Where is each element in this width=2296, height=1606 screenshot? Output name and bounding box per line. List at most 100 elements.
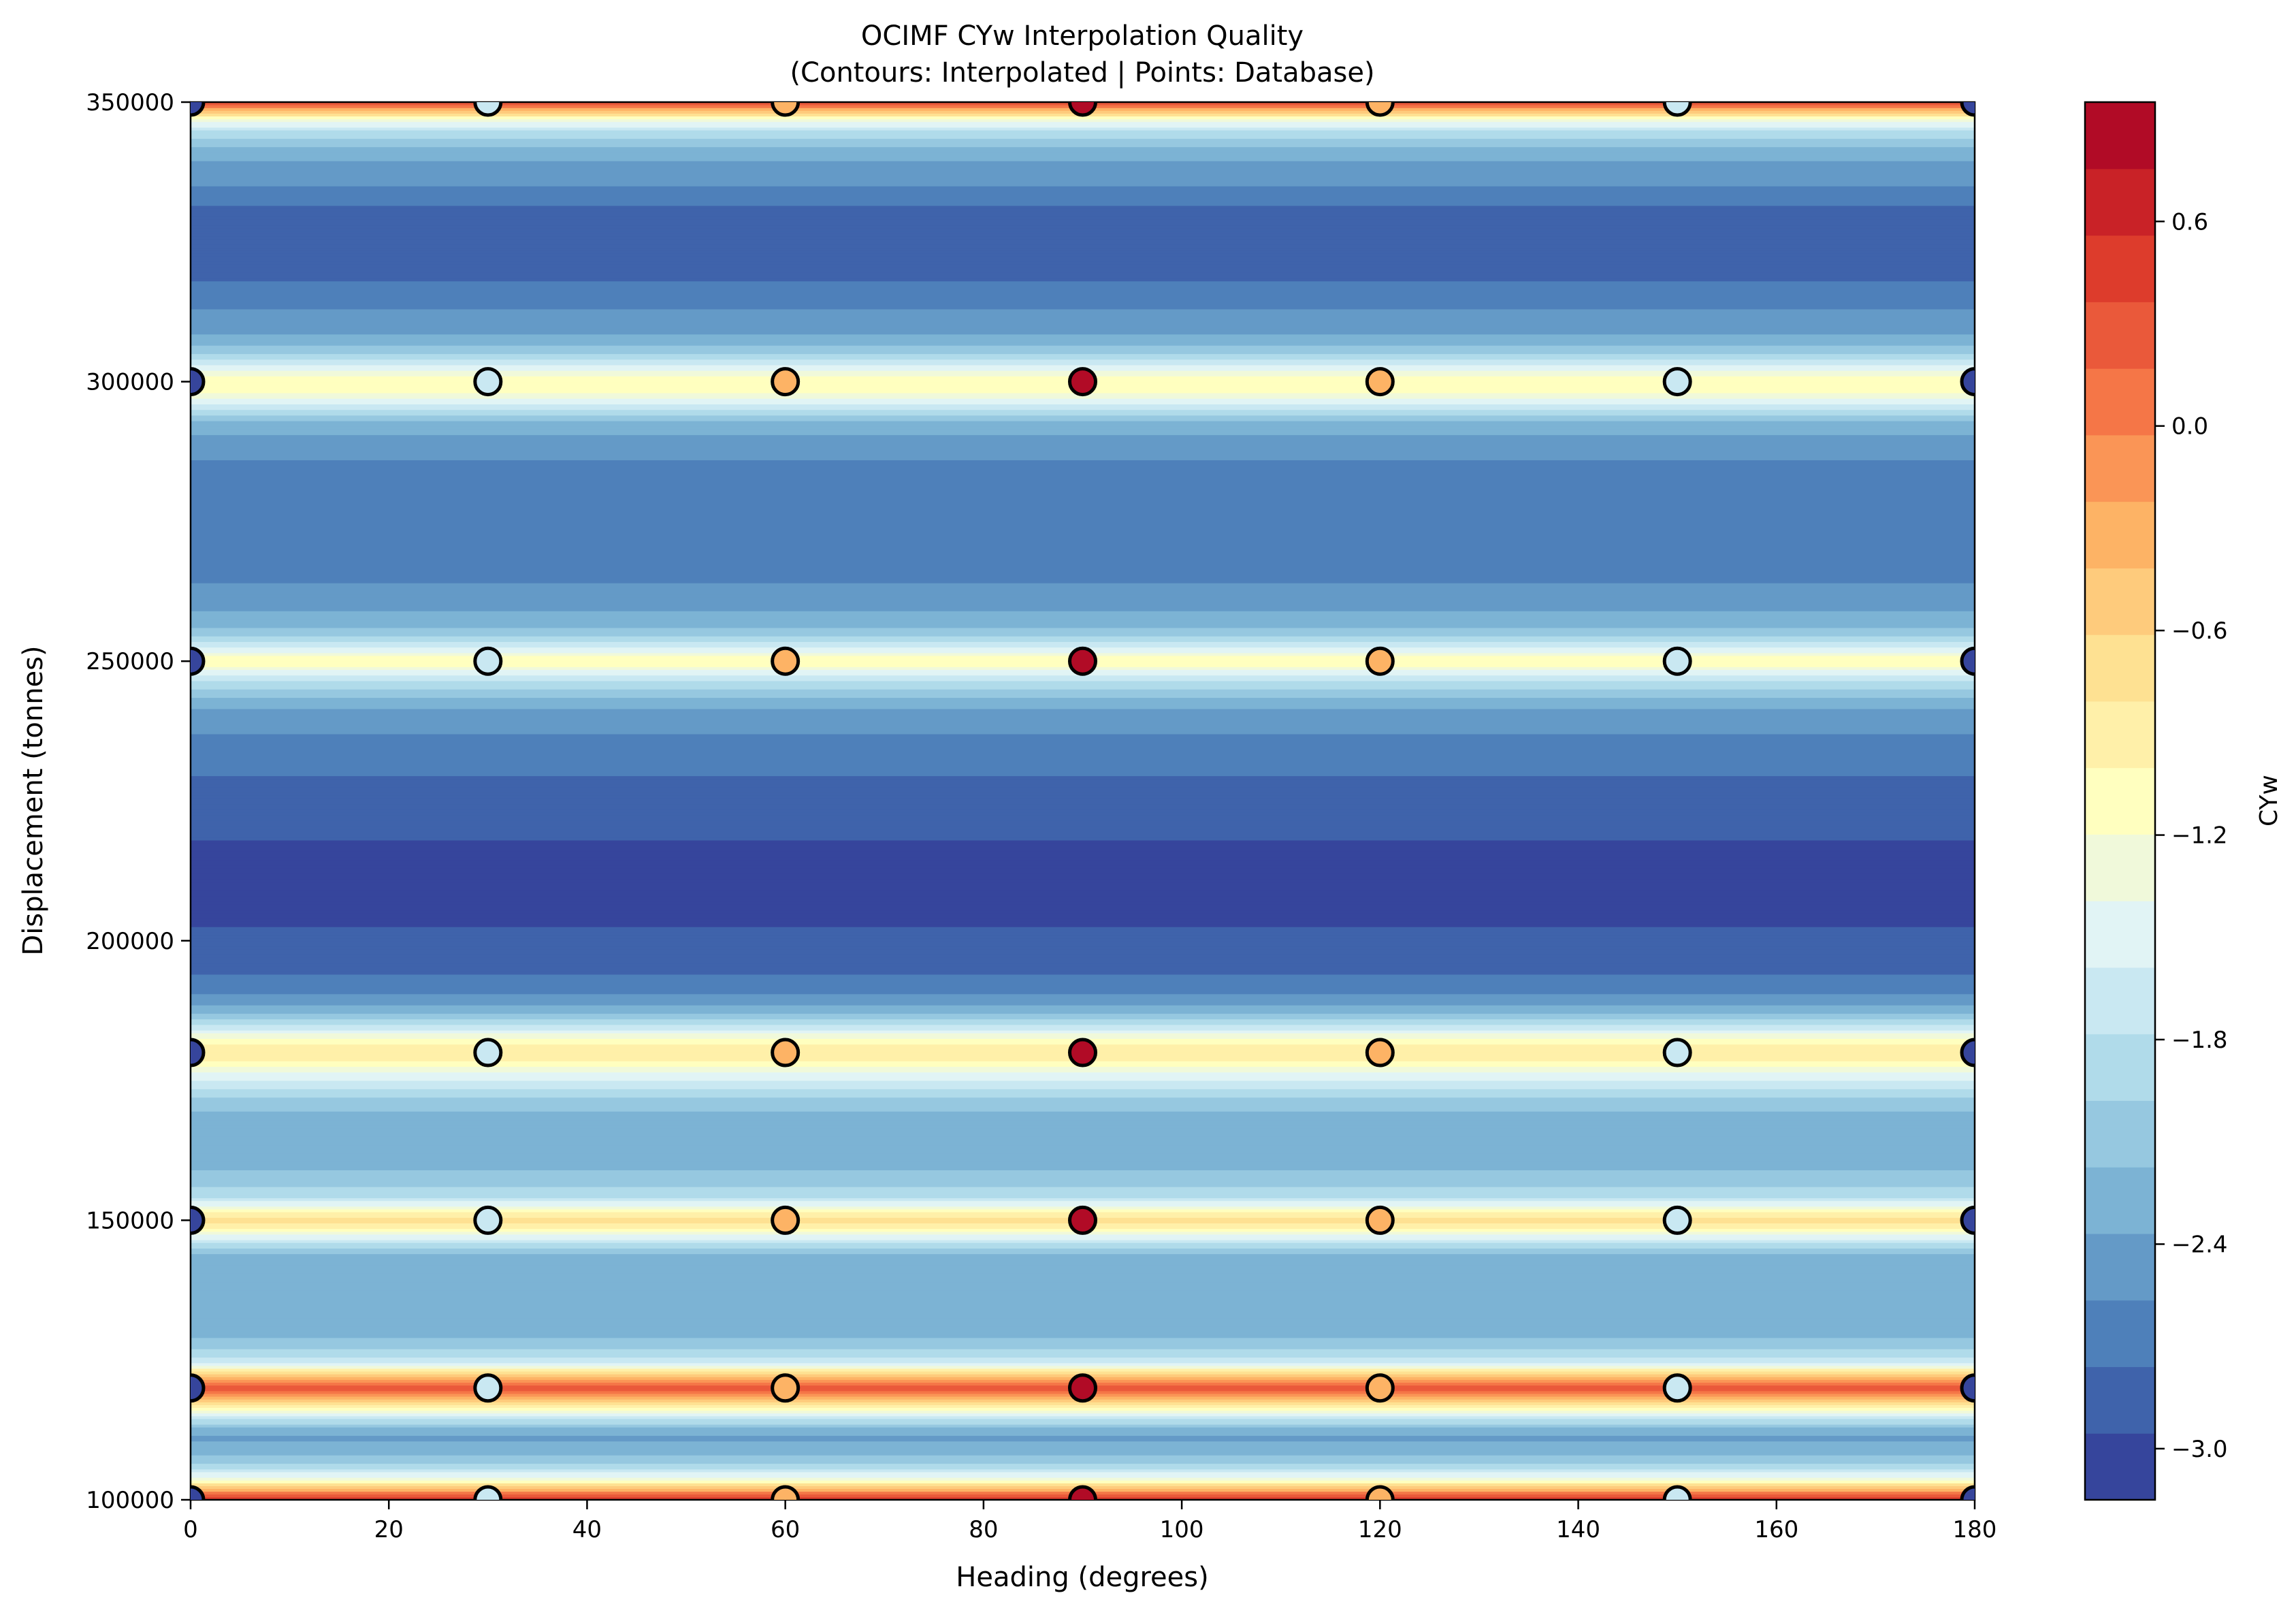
- contour-band: [191, 1348, 1975, 1352]
- contour-band: [191, 541, 1975, 545]
- contour-band: [191, 534, 1975, 539]
- contour-band: [191, 1088, 1975, 1093]
- contour-band: [191, 1351, 1975, 1355]
- contour-band: [191, 306, 1975, 310]
- database-point: [1662, 1038, 1692, 1067]
- contour-band: [191, 1133, 1975, 1137]
- y-tick-label: 250000: [86, 648, 174, 675]
- contour-band: [191, 1401, 1975, 1405]
- contour-band: [191, 222, 1975, 226]
- contour-band: [191, 182, 1975, 187]
- contour-band: [191, 1471, 1975, 1475]
- contour-band: [191, 513, 1975, 517]
- database-point: [1662, 367, 1692, 397]
- contour-band: [191, 1312, 1975, 1316]
- contour-band: [191, 1270, 1975, 1274]
- colorbar-label: CYw: [2255, 775, 2283, 826]
- contour-band: [191, 445, 1975, 449]
- contour-band: [191, 571, 1975, 575]
- contour-band: [191, 1309, 1975, 1313]
- contour-band: [191, 487, 1975, 492]
- contour-band: [191, 1370, 1975, 1375]
- database-point: [473, 646, 503, 676]
- colorbar-level: [2085, 102, 2155, 170]
- contour-band: [191, 887, 1975, 891]
- colorbar-frame: [2084, 101, 2156, 1501]
- contour-band: [191, 1256, 1975, 1260]
- contour-band: [191, 1426, 1975, 1430]
- contour-band: [191, 946, 1975, 950]
- contour-band: [191, 1253, 1975, 1257]
- contour-band: [191, 607, 1975, 611]
- colorbar-level: [2085, 1167, 2155, 1234]
- contour-band: [191, 219, 1975, 223]
- colorbar-tick-label: −2.4: [2171, 1231, 2228, 1258]
- contour-band: [191, 867, 1975, 871]
- contour-band: [191, 1001, 1975, 1006]
- contour-band: [191, 1267, 1975, 1271]
- contour-band: [191, 999, 1975, 1003]
- database-point: [191, 646, 206, 676]
- database-point: [771, 1205, 801, 1235]
- contour-band: [191, 236, 1975, 240]
- contour-band: [191, 968, 1975, 972]
- contour-band: [191, 1360, 1975, 1364]
- contour-band: [191, 554, 1975, 558]
- contour-band: [191, 901, 1975, 905]
- contour-band: [191, 258, 1975, 262]
- contour-band: [191, 412, 1975, 416]
- contour-band: [191, 1457, 1975, 1462]
- contour-band: [191, 308, 1975, 312]
- contour-band: [191, 895, 1975, 899]
- database-point: [1365, 1485, 1395, 1500]
- contour-band: [191, 1337, 1975, 1341]
- database-point: [1365, 646, 1395, 676]
- contour-band: [191, 711, 1975, 715]
- database-point: [771, 1038, 801, 1067]
- contour-band: [191, 1264, 1975, 1268]
- contour-band: [191, 432, 1975, 436]
- contour-band: [191, 568, 1975, 573]
- contour-band: [191, 468, 1975, 472]
- contour-band: [191, 641, 1975, 645]
- contour-band: [191, 476, 1975, 480]
- contour-band: [191, 1189, 1975, 1193]
- contour-band: [191, 1198, 1975, 1202]
- y-tick-label: 350000: [86, 89, 174, 116]
- contour-band: [191, 504, 1975, 508]
- contour-band: [191, 140, 1975, 145]
- contour-band: [191, 448, 1975, 452]
- contour-band: [191, 172, 1975, 176]
- contour-band: [191, 814, 1975, 818]
- contour-band: [191, 839, 1975, 844]
- database-point: [771, 646, 801, 676]
- database-point: [1960, 367, 1975, 397]
- database-point: [1068, 1205, 1097, 1235]
- contour-band: [191, 691, 1975, 695]
- contour-band: [191, 462, 1975, 466]
- contour-band: [191, 1474, 1975, 1478]
- contour-band: [191, 588, 1975, 592]
- contour-band: [191, 1424, 1975, 1428]
- contour-band: [191, 792, 1975, 796]
- contour-band: [191, 1183, 1975, 1187]
- chart-subtitle: (Contours: Interpolated | Points: Databa…: [790, 57, 1374, 89]
- contour-band: [191, 574, 1975, 578]
- contour-band: [191, 289, 1975, 293]
- contour-band: [191, 1479, 1975, 1483]
- contour-band: [191, 697, 1975, 701]
- contour-band: [191, 893, 1975, 897]
- contour-band: [191, 602, 1975, 606]
- contour-band: [191, 1234, 1975, 1238]
- contour-band: [191, 1194, 1975, 1199]
- contour-band: [191, 359, 1975, 363]
- database-point: [191, 1205, 206, 1235]
- contour-band: [191, 903, 1975, 908]
- contour-band: [191, 328, 1975, 332]
- contour-band: [191, 619, 1975, 623]
- contour-band: [191, 739, 1975, 743]
- contour-band: [191, 1477, 1975, 1481]
- contour-band: [191, 923, 1975, 927]
- contour-band: [191, 831, 1975, 835]
- contour-band: [191, 1236, 1975, 1240]
